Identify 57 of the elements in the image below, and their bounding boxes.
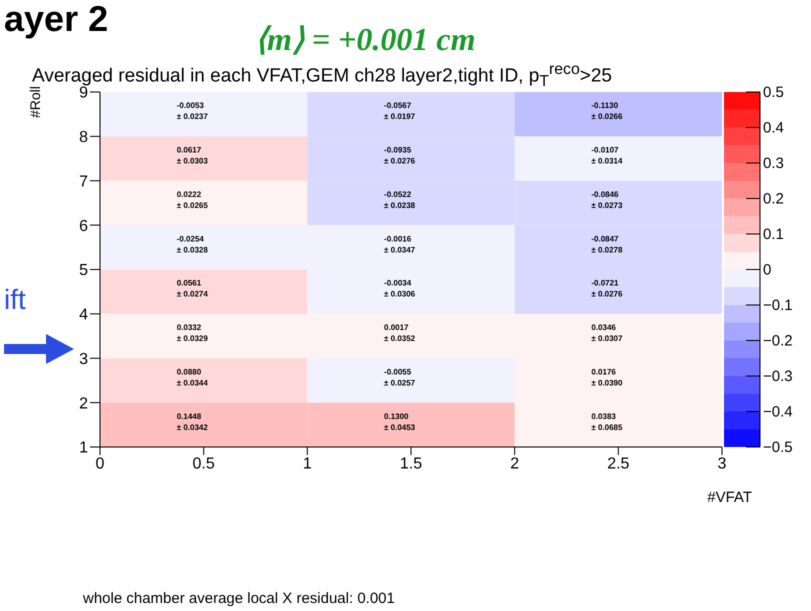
data-label: 0.0880 ± 0.0344 bbox=[176, 367, 208, 388]
data-label: -0.0034 ± 0.0306 bbox=[384, 278, 416, 299]
data-label: -0.0567 ± 0.0197 bbox=[384, 101, 416, 122]
data-label: -0.0055 ± 0.0257 bbox=[384, 367, 416, 388]
color-bar-label: −0.4 bbox=[763, 404, 793, 420]
y-tick-label: 3 bbox=[79, 350, 88, 368]
color-bar-label: −0.2 bbox=[763, 332, 793, 350]
data-label: 0.0176 ± 0.0390 bbox=[591, 367, 624, 388]
y-tick-label: 8 bbox=[79, 129, 88, 146]
color-bar-label: 0.2 bbox=[763, 190, 784, 208]
x-axis-title: #VFAT bbox=[707, 489, 752, 506]
data-label: -0.1130 ± 0.0266 bbox=[591, 101, 624, 122]
data-label: 0.0561 ± 0.0274 bbox=[176, 278, 208, 299]
x-tick-label: 0 bbox=[96, 455, 105, 472]
color-bar-label: 0 bbox=[763, 262, 772, 278]
y-tick-label: 9 bbox=[79, 84, 88, 102]
data-label: 0.1448 ± 0.0342 bbox=[176, 412, 208, 432]
data-label: -0.0053 ± 0.0237 bbox=[176, 101, 208, 122]
data-label: 0.0383 ± 0.0685 bbox=[591, 412, 624, 432]
data-label: -0.0016 ± 0.0347 bbox=[384, 234, 416, 254]
x-tick-label: 3 bbox=[718, 455, 727, 472]
data-label: 0.0332 ± 0.0329 bbox=[176, 323, 208, 344]
data-label: -0.0522 ± 0.0238 bbox=[384, 190, 416, 210]
text: ⟨m⟩ = +0.001 cm bbox=[255, 20, 476, 58]
data-label: 0.0346 ± 0.0307 bbox=[591, 323, 624, 344]
y-tick-label: 4 bbox=[79, 306, 88, 324]
text: ift bbox=[4, 284, 26, 316]
data-label: 0.0017 ± 0.0352 bbox=[384, 323, 416, 344]
data-label: -0.0107 ± 0.0314 bbox=[591, 146, 624, 166]
data-label: 0.0222 ± 0.0265 bbox=[176, 190, 208, 210]
data-label: 0.0617 ± 0.0303 bbox=[176, 146, 208, 166]
y-tick-label: 1 bbox=[79, 440, 88, 457]
text: ayer 2 bbox=[4, 0, 108, 40]
data-label: -0.0721 ± 0.0276 bbox=[591, 278, 624, 299]
x-tick-label: 1.5 bbox=[400, 455, 422, 472]
color-bar-label: −0.1 bbox=[763, 297, 793, 314]
color-bar-label: 0.4 bbox=[763, 120, 784, 136]
color-bar-label: 0.5 bbox=[763, 84, 784, 101]
x-tick-label: 2.5 bbox=[607, 455, 630, 472]
y-axis-title: #Roll bbox=[26, 86, 43, 118]
x-tick-label: 1 bbox=[302, 455, 312, 472]
data-label: 0.1300 ± 0.0453 bbox=[384, 412, 416, 432]
color-bar-label: −0.5 bbox=[763, 439, 793, 456]
x-tick-label: 0.5 bbox=[192, 455, 215, 472]
data-label: -0.0254 ± 0.0328 bbox=[176, 234, 208, 254]
y-tick-label: 7 bbox=[79, 173, 88, 190]
data-label: -0.0846 ± 0.0273 bbox=[591, 190, 624, 210]
text: whole chamber average local X residual: 0.001 bbox=[83, 590, 395, 607]
y-tick-label: 5 bbox=[79, 262, 88, 280]
y-tick-label: 2 bbox=[79, 395, 88, 412]
color-bar-label: −0.3 bbox=[763, 368, 793, 385]
color-bar-label: 0.1 bbox=[763, 226, 784, 243]
data-label: -0.0847 ± 0.0278 bbox=[591, 234, 624, 254]
color-bar-label: 0.3 bbox=[763, 155, 784, 172]
data-label: -0.0935 ± 0.0276 bbox=[384, 146, 416, 166]
x-tick-label: 2 bbox=[510, 455, 520, 472]
y-tick-label: 6 bbox=[79, 218, 88, 235]
